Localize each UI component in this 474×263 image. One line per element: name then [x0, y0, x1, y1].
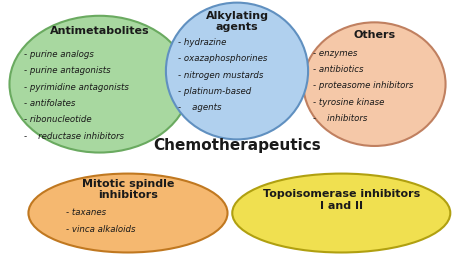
Text: - purine analogs: - purine analogs — [24, 50, 93, 59]
Text: - antifolates: - antifolates — [24, 99, 75, 108]
Text: -    inhibitors: - inhibitors — [313, 114, 367, 123]
Text: Others: Others — [354, 30, 395, 40]
Text: - ribonucleotide: - ribonucleotide — [24, 115, 91, 124]
Text: - purine antagonists: - purine antagonists — [24, 66, 110, 75]
Text: - enzymes: - enzymes — [313, 49, 357, 58]
Text: Alkylating
agents: Alkylating agents — [206, 11, 268, 32]
Text: - vinca alkaloids: - vinca alkaloids — [66, 225, 136, 234]
Ellipse shape — [28, 174, 228, 252]
Text: - pyrimidine antagonists: - pyrimidine antagonists — [24, 83, 128, 92]
Ellipse shape — [9, 16, 190, 153]
Text: - proteasome inhibitors: - proteasome inhibitors — [313, 81, 413, 90]
Text: -    agents: - agents — [178, 103, 221, 112]
Text: Mitotic spindle
inhibitors: Mitotic spindle inhibitors — [82, 179, 174, 200]
Text: - nitrogen mustards: - nitrogen mustards — [178, 71, 263, 80]
Text: - antibiotics: - antibiotics — [313, 65, 364, 74]
Text: - taxanes: - taxanes — [66, 208, 107, 217]
Text: - tyrosine kinase: - tyrosine kinase — [313, 98, 384, 107]
Ellipse shape — [303, 22, 446, 146]
Text: Chemotherapeutics: Chemotherapeutics — [153, 138, 321, 154]
Ellipse shape — [232, 174, 450, 252]
Ellipse shape — [166, 3, 308, 139]
Text: Antimetabolites: Antimetabolites — [50, 26, 149, 36]
Text: Topoisomerase inhibitors
I and II: Topoisomerase inhibitors I and II — [263, 189, 420, 211]
Text: -    reductase inhibitors: - reductase inhibitors — [24, 132, 124, 140]
Text: - platinum-based: - platinum-based — [178, 87, 251, 96]
Text: - hydrazine: - hydrazine — [178, 38, 226, 47]
Text: - oxazaphosphorines: - oxazaphosphorines — [178, 54, 267, 63]
